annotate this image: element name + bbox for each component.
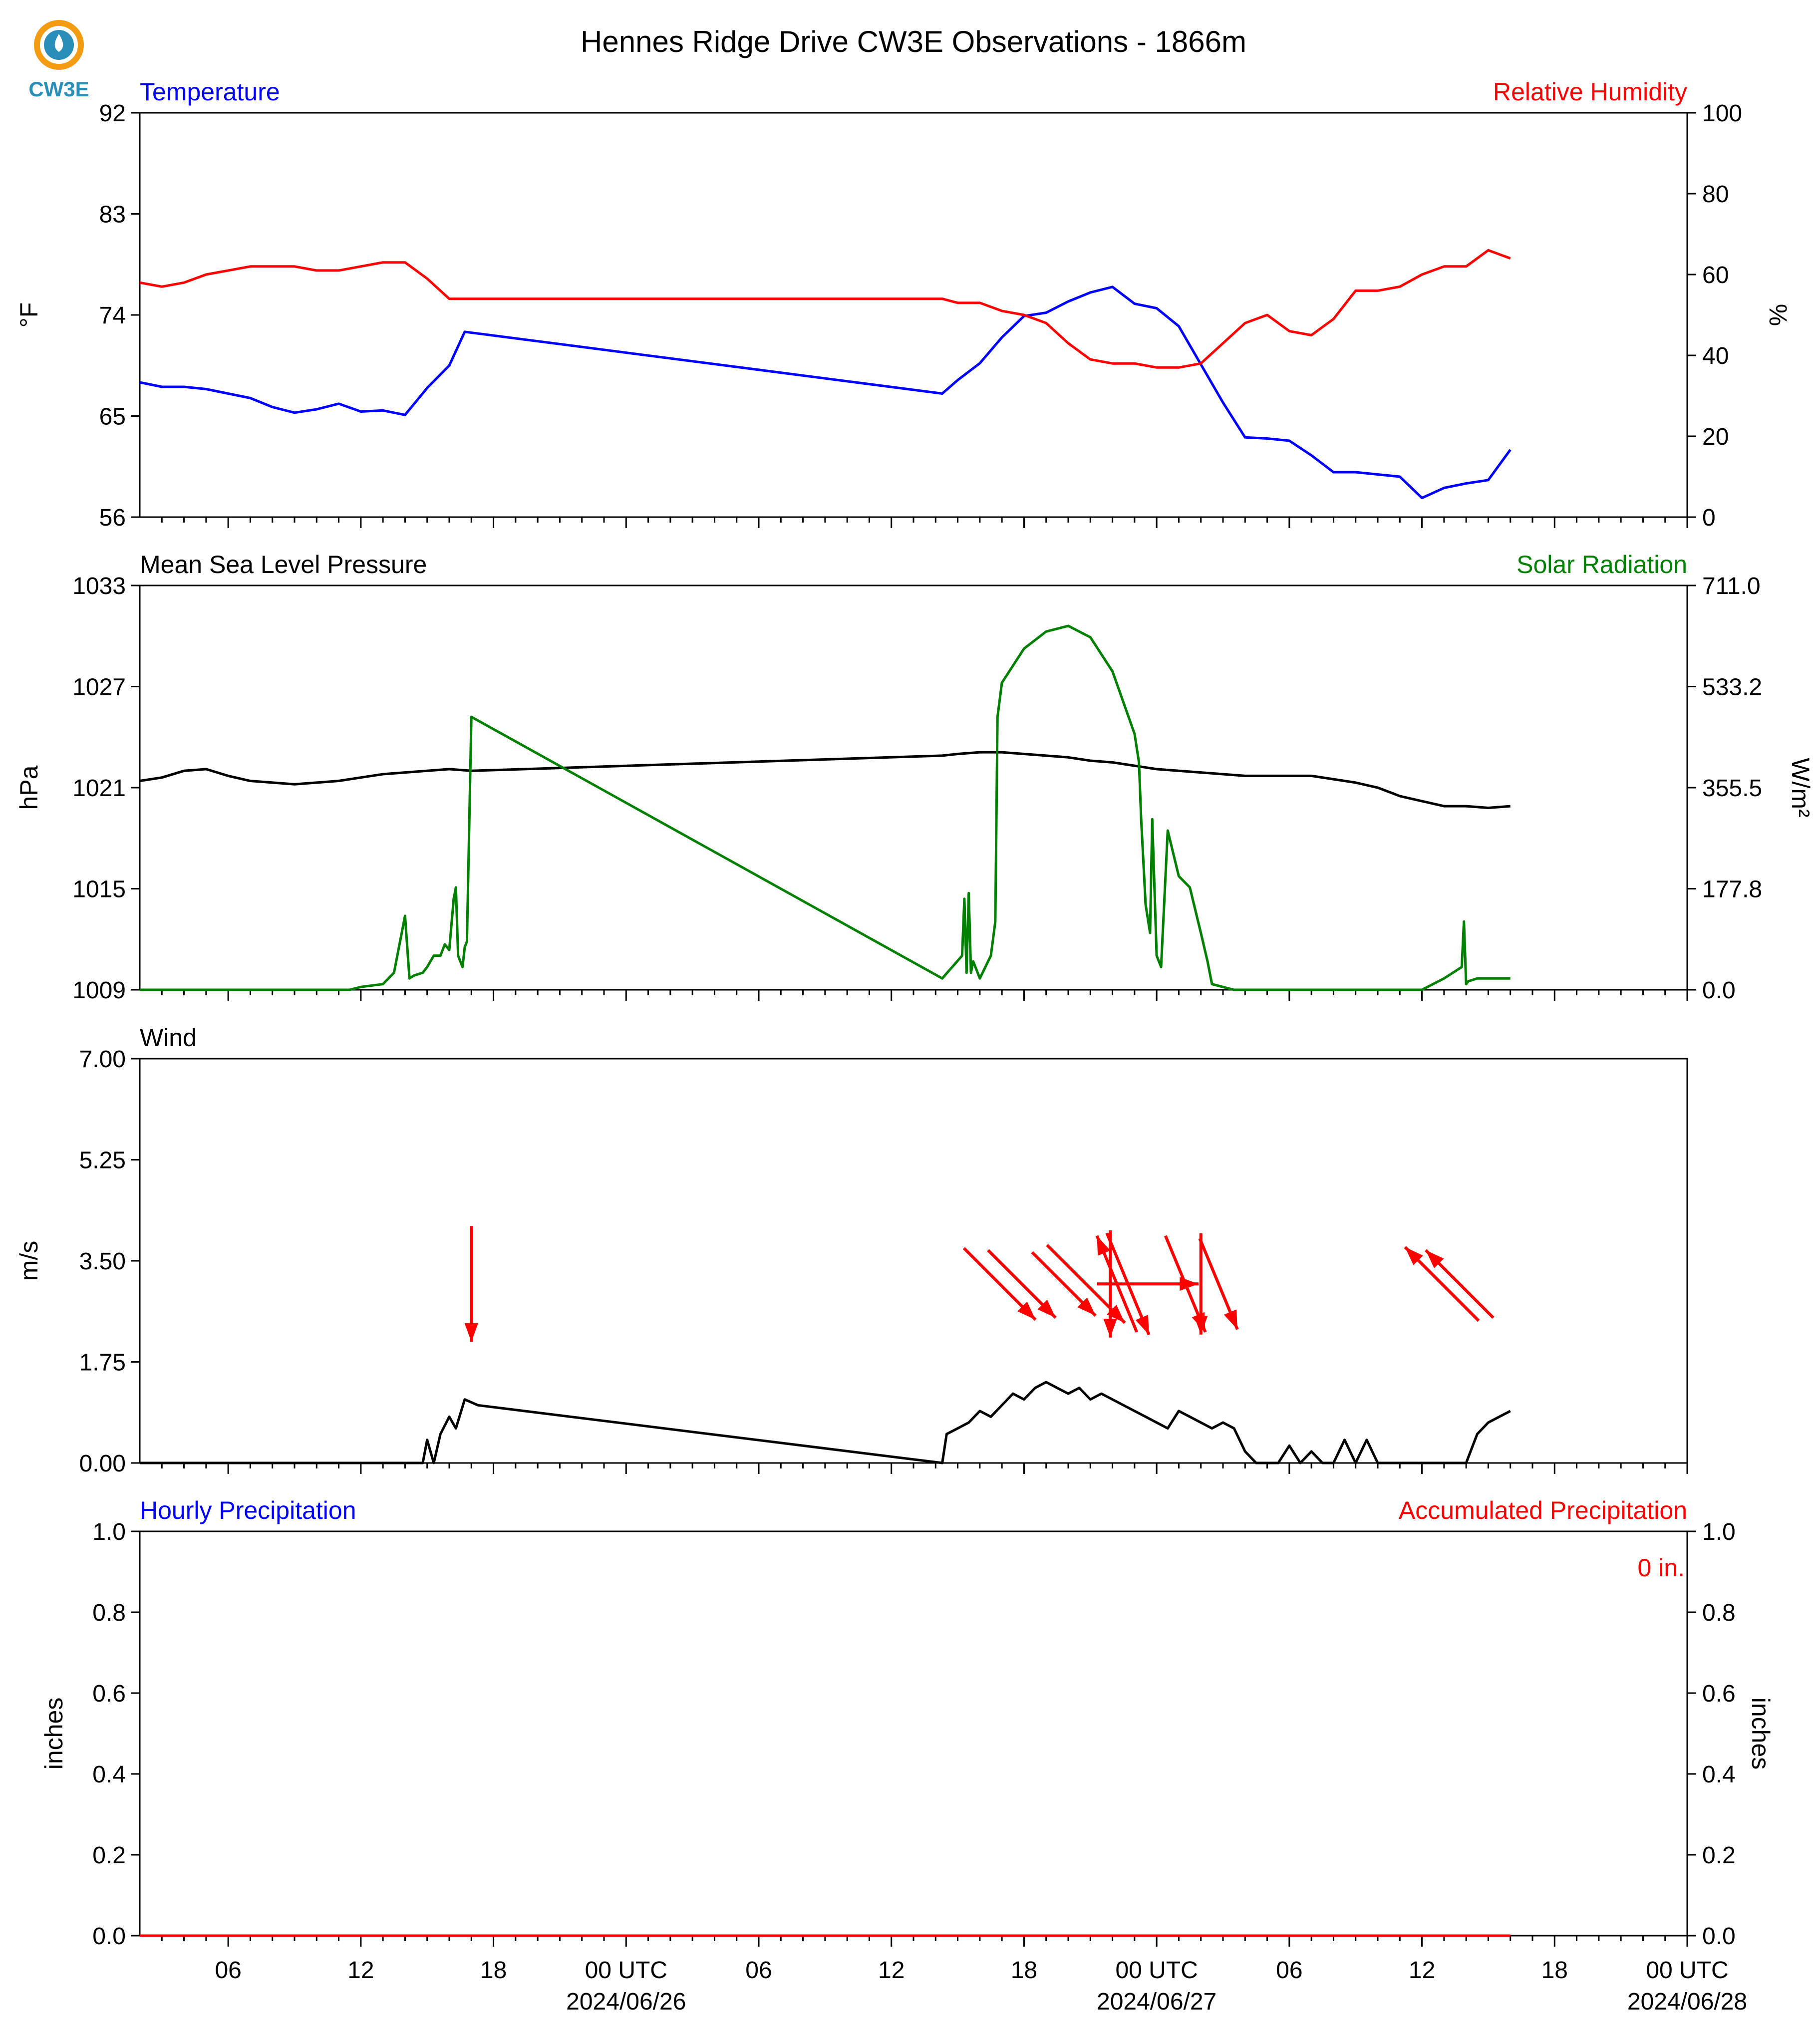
wind-vector-head [1097,1235,1111,1256]
y-right-tick-label: 80 [1702,181,1729,208]
plot-frame-4 [139,1530,1688,1937]
wind-vector-head [1223,1309,1237,1330]
y-right-tick-label: 0.2 [1702,1842,1736,1869]
y-right-tick-label: 711.0 [1702,573,1761,599]
y-left-unit-label: m/s [15,1241,43,1281]
y-left-tick-label: 1027 [72,674,126,701]
figure-title: Hennes Ridge Drive CW3E Observations - 1… [581,25,1246,58]
logo-ring-icon [34,20,84,70]
y-left-tick-label: 65 [99,404,126,430]
wind-vector-head [1426,1250,1444,1268]
y-right-tick-label: 1.0 [1702,1519,1736,1545]
wind-vector-head [1107,1304,1125,1323]
panel-title-right: Solar Radiation [1517,551,1687,579]
y-left-tick-label: 0.6 [92,1681,126,1707]
y-left-tick-label: 3.50 [79,1248,126,1275]
series-line-mean-sea-level-pressure [139,751,1511,809]
y-right-tick-label: 177.8 [1702,876,1762,903]
wind-vector-head [1017,1301,1036,1320]
wind-vector-head [1037,1299,1056,1318]
logo-drop-icon [54,34,63,52]
x-tick-label: 12 [878,1957,905,1984]
x-tick-label: 00 UTC [1646,1957,1728,1984]
wind-vector-head [1103,1319,1117,1338]
accumulated-precip-total: 0 in. [1637,1554,1685,1582]
y-right-tick-label: 533.2 [1702,674,1762,701]
y-left-tick-label: 1.75 [79,1350,126,1376]
y-left-tick-label: 92 [99,100,126,127]
y-left-tick-label: 83 [99,202,126,228]
panel-title-right: Relative Humidity [1493,78,1687,106]
panel-title-left: Mean Sea Level Pressure [140,551,427,579]
x-tick-label: 18 [1011,1957,1037,1984]
y-right-tick-label: 355.5 [1702,775,1762,802]
y-right-unit-label: inches [1747,1698,1775,1770]
x-tick-label: 00 UTC [1115,1957,1198,1984]
panel-title-left: Hourly Precipitation [140,1496,356,1524]
y-left-tick-label: 0.4 [92,1761,126,1788]
y-left-tick-label: 5.25 [79,1148,126,1174]
y-right-tick-label: 20 [1702,424,1729,450]
y-right-tick-label: 0.8 [1702,1600,1736,1626]
y-right-tick-label: 0.6 [1702,1681,1736,1707]
y-right-unit-label: % [1764,304,1792,326]
wind-vector-head [1405,1247,1423,1265]
plot-layer: Temperature Relative Humidity 56 65 74 83 92 0 2… [15,78,1815,2015]
series-line-relative-humidity [139,249,1511,369]
x-date-label: 2024/06/28 [1627,1989,1747,2015]
y-left-tick-label: 7.00 [79,1046,126,1073]
x-tick-label: 18 [480,1957,507,1984]
y-left-tick-label: 1009 [72,977,126,1004]
series-line-solar-radiation [140,624,1511,991]
panel-title-left: Wind [140,1024,197,1052]
y-left-unit-label: hPa [15,765,43,810]
series-line-temperature [139,286,1512,500]
y-right-tick-label: 40 [1702,343,1729,369]
y-left-tick-label: 1021 [72,775,126,802]
x-tick-label: 00 UTC [585,1957,667,1984]
x-tick-label: 06 [215,1957,241,1984]
y-left-tick-label: 1.0 [92,1519,126,1545]
y-left-tick-label: 0.2 [92,1842,126,1869]
x-tick-label: 06 [745,1957,772,1984]
logo-text: CW3E [28,77,89,101]
y-right-tick-label: 0.0 [1702,1923,1736,1950]
y-left-tick-label: 1015 [72,876,126,903]
y-right-tick-label: 100 [1702,100,1742,127]
logo: CW3E [28,20,89,101]
y-left-unit-label: °F [15,302,43,328]
wind-vector-head [1194,1316,1208,1335]
y-right-tick-label: 0.0 [1702,977,1736,1004]
y-left-tick-label: 0.8 [92,1600,126,1626]
y-right-unit-label: W/m² [1787,758,1815,817]
wind-vector-head [1077,1297,1096,1316]
y-left-tick-label: 1033 [72,573,126,599]
panel-title-left: Temperature [140,78,280,106]
x-date-label: 2024/06/26 [566,1989,686,2015]
y-left-tick-label: 74 [99,302,126,329]
panel-title-right: Accumulated Precipitation [1399,1496,1687,1524]
y-right-tick-label: 0 [1702,505,1716,531]
plot-frame-1 [139,112,1688,518]
y-right-tick-label: 60 [1702,262,1729,289]
plot-frame-2 [139,584,1688,991]
x-tick-label: 06 [1276,1957,1302,1984]
x-tick-label: 18 [1541,1957,1568,1984]
y-left-tick-label: 0.0 [92,1923,126,1950]
plot-frame-3 [139,1058,1688,1464]
y-left-tick-label: 56 [99,505,126,531]
x-tick-label: 12 [1409,1957,1435,1984]
y-right-tick-label: 0.4 [1702,1761,1736,1788]
y-left-unit-label: inches [40,1698,68,1770]
wind-vector-head [464,1323,479,1342]
wind-vector-head [1135,1315,1149,1335]
x-date-label: 2024/06/27 [1097,1989,1216,2015]
y-left-tick-label: 0.00 [79,1450,126,1477]
series-line-wind-speed [140,1381,1511,1464]
x-tick-label: 12 [347,1957,374,1984]
